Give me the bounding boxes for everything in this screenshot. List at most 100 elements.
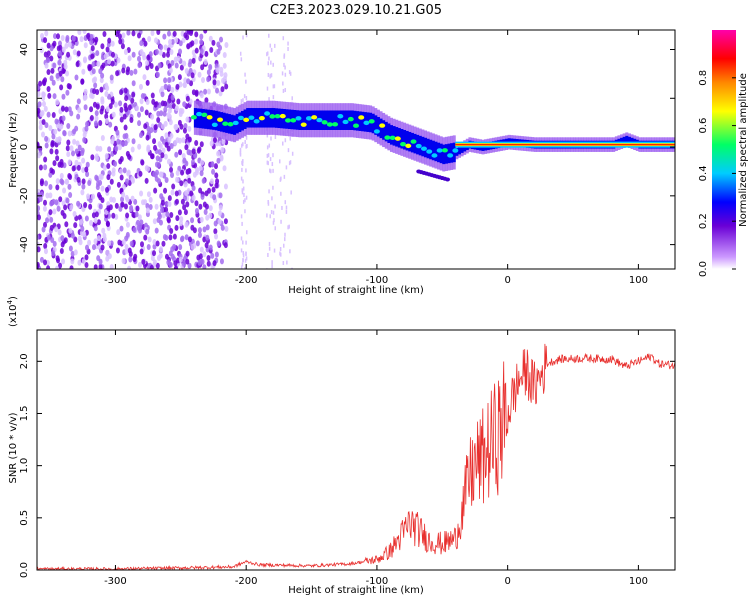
ridge-band (280, 108, 284, 129)
noise-speck (224, 225, 229, 232)
noise-speck (155, 240, 160, 247)
noise-speck (161, 52, 166, 59)
noise-speck (75, 140, 80, 147)
noise-speck (205, 234, 210, 241)
noise-speck (122, 167, 127, 174)
noise-speck (145, 79, 150, 86)
noise-speck (184, 67, 189, 74)
noise-speck (104, 117, 109, 124)
ridge-peak (447, 153, 454, 158)
noise-speck (90, 45, 95, 52)
streak-speck (266, 52, 268, 57)
noise-speck (167, 77, 172, 84)
noise-speck (194, 200, 199, 207)
spectrogram-x-label: Height of straight line (km) (288, 285, 424, 296)
noise-speck (206, 260, 211, 267)
noise-speck (69, 265, 74, 269)
noise-speck (153, 124, 158, 131)
noise-speck (114, 145, 119, 152)
noise-speck (186, 78, 191, 85)
noise-speck (191, 148, 196, 155)
noise-speck (40, 109, 45, 116)
streak-speck (270, 169, 272, 174)
streak-speck (278, 159, 281, 164)
noise-speck (169, 211, 174, 218)
noise-speck (84, 166, 89, 173)
noise-speck (91, 244, 96, 251)
ridge-band (450, 143, 454, 163)
noise-speck (197, 146, 202, 153)
streak-speck (241, 188, 244, 193)
noise-speck (68, 174, 73, 181)
noise-speck (167, 84, 172, 91)
streak-speck (269, 157, 272, 162)
noise-speck (152, 171, 157, 178)
ridge-band (376, 116, 380, 137)
noise-speck (185, 258, 190, 265)
spectrogram-y-ticks: -40 -20 0 20 40 (19, 43, 675, 253)
noise-speck (65, 70, 70, 77)
noise-speck (55, 155, 60, 162)
noise-speck (50, 141, 55, 148)
noise-speck (126, 170, 131, 177)
noise-speck (95, 50, 100, 57)
noise-speck (105, 186, 110, 193)
ridge-band (460, 145, 464, 153)
noise-speck (166, 216, 171, 223)
noise-speck (64, 42, 69, 49)
noise-speck (69, 110, 74, 117)
noise-speck (131, 80, 136, 87)
noise-speck (209, 140, 214, 147)
noise-speck (211, 186, 216, 193)
ridge-band (384, 121, 388, 142)
noise-speck (85, 171, 90, 178)
noise-speck (146, 243, 151, 250)
noise-speck (92, 88, 97, 95)
noise-speck (72, 49, 77, 56)
noise-speck (106, 163, 111, 170)
ridge-peak (279, 113, 286, 119)
noise-speck (51, 133, 56, 140)
noise-speck (170, 38, 175, 45)
streak-speck (244, 72, 246, 77)
noise-speck (218, 90, 223, 97)
streak-speck (272, 210, 275, 215)
ridge-peak (426, 149, 433, 154)
ridge-band (329, 110, 333, 130)
noise-speck (61, 93, 66, 100)
noise-speck (166, 259, 171, 266)
noise-speck (221, 77, 226, 84)
colorbar-tick-label: 0.6 (698, 118, 709, 134)
noise-speck (49, 216, 54, 223)
noise-speck (143, 234, 148, 241)
streak-speck (279, 247, 282, 252)
spectrogram-x-tick-label: -300 (104, 275, 127, 286)
ridge-band (204, 109, 208, 129)
noise-speck (83, 104, 88, 111)
noise-speck (77, 259, 82, 266)
noise-speck (96, 181, 101, 188)
noise-speck (82, 30, 87, 34)
noise-speck (37, 91, 41, 98)
snr-y-multiplier: (x104) (6, 296, 19, 327)
snr-x-tick-label: -200 (235, 576, 258, 587)
noise-speck (60, 76, 65, 83)
noise-speck (158, 156, 163, 163)
noise-speck (85, 161, 90, 168)
noise-speck (57, 59, 62, 66)
noise-speck (46, 111, 51, 118)
streak-speck (267, 72, 270, 77)
ridge-branch (445, 177, 451, 182)
ridge-peak (420, 146, 427, 151)
noise-speck (129, 116, 134, 123)
noise-speck (173, 265, 178, 269)
ridge-band (403, 129, 407, 150)
noise-speck (100, 135, 105, 142)
noise-speck (150, 255, 155, 262)
noise-speck (107, 240, 112, 247)
streak-speck (283, 62, 285, 67)
noise-speck (214, 172, 219, 179)
noise-speck (55, 99, 60, 106)
streak-speck (280, 191, 282, 196)
noise-speck (104, 113, 109, 120)
